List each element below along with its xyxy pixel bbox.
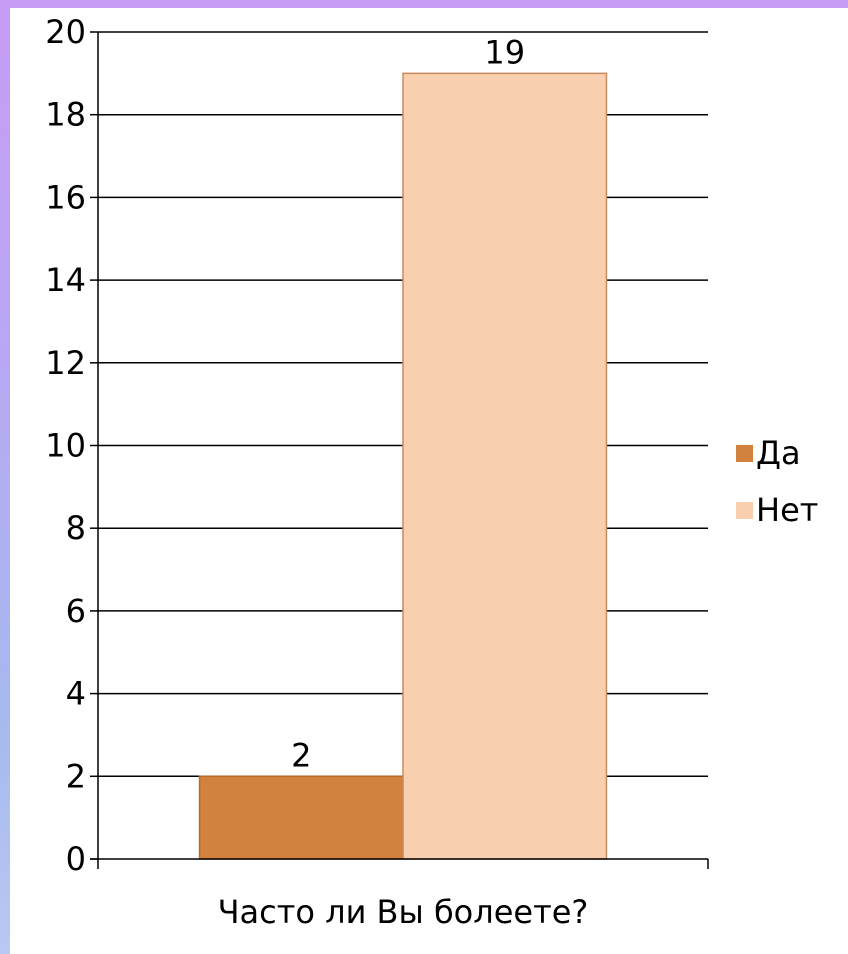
- x-category-label: Часто ли Вы болеете?: [218, 893, 589, 931]
- x-axis-categories: Часто ли Вы болеете?: [218, 893, 589, 931]
- y-tick-label: 16: [45, 178, 86, 216]
- bar-chart: 0 2 4 6 8 10 12 14 16 18 20 2 19 Часто ли Вы болеет…: [45, 13, 818, 931]
- y-tick-label: 2: [66, 757, 86, 795]
- y-axis-ticks: 0 2 4 6 8 10 12 14 16 18 20: [45, 13, 86, 878]
- y-tick-label: 20: [45, 13, 86, 51]
- y-tick-label: 6: [66, 592, 86, 630]
- legend-swatch-Нет: [736, 502, 753, 519]
- y-tick-label: 14: [45, 261, 86, 299]
- y-tick-label: 12: [45, 344, 86, 382]
- chart-slide: 0 2 4 6 8 10 12 14 16 18 20 2 19 Часто ли Вы болеет…: [10, 8, 848, 954]
- data-label: 19: [484, 33, 525, 71]
- y-tick-label: 8: [66, 509, 86, 547]
- legend-label: Нет: [756, 491, 818, 529]
- y-tick-label: 10: [45, 427, 86, 465]
- legend-label: Да: [756, 434, 801, 472]
- axes: [90, 31, 709, 869]
- bar-Нет: [402, 72, 608, 860]
- legend-swatch-Да: [736, 445, 753, 462]
- y-tick-label: 18: [45, 96, 86, 134]
- bars: [198, 72, 608, 860]
- data-labels: 2 19: [291, 33, 525, 774]
- y-tick-label: 0: [66, 840, 86, 878]
- legend: Да Нет: [736, 434, 818, 529]
- y-tick-label: 4: [66, 675, 86, 713]
- data-label: 2: [291, 736, 311, 774]
- bar-Да: [198, 775, 404, 860]
